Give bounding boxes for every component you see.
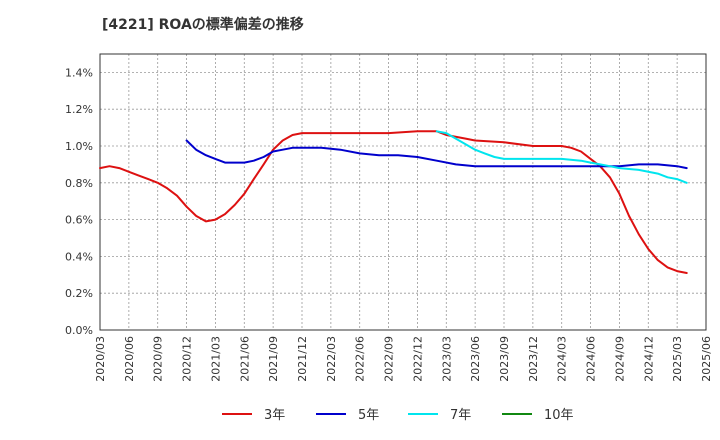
series-line-0	[99, 130, 688, 274]
y-tick-labels: 0.0% 0.2% 0.4% 0.6% 0.8% 1.0% 1.2% 1.4%	[65, 66, 93, 337]
legend: 3年 5年 7年 10年	[222, 408, 574, 423]
x-tick-label: 2023/09	[498, 336, 511, 382]
plot-area-border	[99, 53, 707, 331]
legend-label: 3年	[264, 408, 285, 423]
x-tick-label: 2020/03	[94, 336, 107, 382]
y-tick-label: 1.4%	[65, 66, 93, 79]
x-tick-label: 2022/09	[383, 336, 396, 382]
x-tick-label: 2022/06	[354, 336, 367, 382]
x-tick-label: 2021/06	[238, 336, 251, 382]
x-tick-label: 2021/09	[267, 336, 280, 382]
y-tick-label: 0.4%	[65, 250, 93, 263]
x-tick-label: 2020/09	[152, 336, 165, 382]
y-tick-label: 0.6%	[65, 214, 93, 227]
x-tick-label: 2022/03	[325, 336, 338, 382]
chart-title: [4221] ROAの標準偏差の推移	[102, 17, 304, 33]
x-tick-label: 2025/06	[700, 336, 713, 382]
series-line-1	[185, 139, 688, 170]
x-tick-label: 2025/03	[671, 336, 684, 382]
legend-label: 10年	[544, 408, 574, 423]
y-tick-label: 1.0%	[65, 140, 93, 153]
x-tick-label: 2023/06	[469, 336, 482, 382]
y-tick-label: 0.0%	[65, 324, 93, 337]
x-tick-label: 2023/12	[527, 336, 540, 382]
legend-label: 5年	[358, 408, 379, 423]
x-tick-label: 2021/03	[209, 336, 222, 382]
y-tick-label: 1.2%	[65, 103, 93, 116]
x-tick-label: 2020/12	[181, 336, 194, 382]
x-tick-label: 2024/12	[642, 336, 655, 382]
series-layer	[99, 130, 688, 274]
grid-layer	[100, 54, 706, 330]
x-tick-label: 2024/09	[613, 336, 626, 382]
y-tick-label: 0.8%	[65, 177, 93, 190]
y-tick-label: 0.2%	[65, 287, 93, 300]
x-tick-label: 2022/12	[411, 336, 424, 382]
x-tick-label: 2021/12	[296, 336, 309, 382]
legend-label: 7年	[450, 408, 471, 423]
x-tick-label: 2020/06	[123, 336, 136, 382]
x-tick-labels: 2020/03 2020/06 2020/09 2020/12 2021/03 2021/…	[94, 336, 713, 382]
x-tick-label: 2024/03	[556, 336, 569, 382]
series-line-2	[435, 130, 688, 184]
x-tick-label: 2024/06	[585, 336, 598, 382]
x-tick-label: 2023/03	[440, 336, 453, 382]
